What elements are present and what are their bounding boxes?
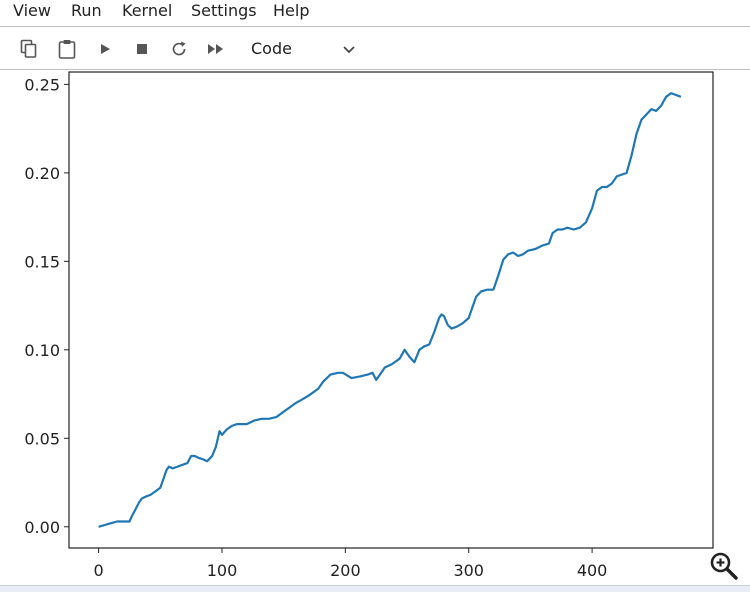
y-tick-label: 0.15 [24, 252, 60, 271]
x-tick-label: 0 [94, 561, 104, 580]
menu-kernel[interactable]: Kernel [122, 1, 173, 20]
menu-view[interactable]: View [13, 1, 51, 20]
menu-settings[interactable]: Settings [191, 1, 257, 20]
y-tick-label: 0.20 [24, 164, 60, 183]
fast-forward-icon [208, 44, 223, 54]
series-line-0 [98, 92, 682, 528]
paste-icon [58, 40, 76, 59]
status-strip [0, 585, 750, 592]
stop-button[interactable] [129, 36, 155, 62]
cell-type-value: Code [251, 39, 292, 58]
chevron-down-icon [343, 46, 355, 54]
zoom-button[interactable] [708, 550, 740, 582]
x-tick-label: 100 [207, 561, 238, 580]
y-tick-label: 0.00 [24, 518, 60, 537]
x-tick-label: 400 [577, 561, 608, 580]
restart-button[interactable] [166, 36, 192, 62]
copy-icon [20, 39, 37, 58]
restart-icon [172, 41, 186, 56]
copy-button[interactable] [16, 36, 42, 62]
y-tick-label: 0.25 [24, 75, 60, 94]
zoom-in-icon [710, 552, 738, 580]
notebook-toolbar: Code [0, 28, 750, 70]
line-chart: 0 100 200 300 400 0.00 0.05 0.10 0.15 0.20 0.25 [24, 71, 714, 580]
plot-area-frame [68, 71, 714, 549]
menu-bar: View Run Kernel Settings Help [0, 0, 750, 27]
x-tick-label: 200 [330, 561, 361, 580]
run-button[interactable] [92, 36, 118, 62]
restart-run-all-button[interactable] [203, 36, 229, 62]
cell-type-select[interactable]: Code [244, 34, 364, 64]
stop-icon [137, 44, 147, 54]
paste-button[interactable] [54, 36, 80, 62]
menu-run[interactable]: Run [71, 1, 102, 20]
x-tick-label: 300 [453, 561, 484, 580]
menu-help[interactable]: Help [273, 1, 310, 20]
run-icon [101, 44, 110, 54]
y-tick-label: 0.05 [24, 429, 60, 448]
y-tick-label: 0.10 [24, 341, 60, 360]
